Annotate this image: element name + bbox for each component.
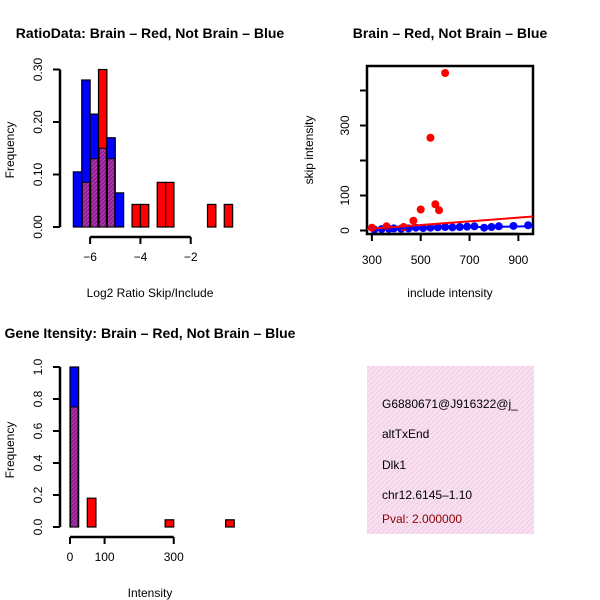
- scatter-ylabel: skip intensity: [302, 116, 316, 185]
- ratio-bar-red: [164, 181, 175, 228]
- ratio-histogram-ylabel: Frequency: [3, 122, 17, 179]
- scatter-point-red: [409, 216, 418, 225]
- info-panel-background: [367, 366, 534, 534]
- gene-histogram-xlabel: Intensity: [128, 586, 173, 600]
- ratio-bar-red: [131, 203, 142, 228]
- ratio-bar-overlap: [90, 158, 99, 228]
- gene-y-tick-label: 0.0: [31, 518, 45, 535]
- scatter-fit-line-blue: [366, 225, 534, 230]
- ratio-bar-blue: [114, 192, 125, 228]
- ratio-bar-overlap: [98, 147, 107, 228]
- gene-y-tick-label: 1.0: [31, 358, 45, 375]
- ratio-y-tick-label: 0.30: [31, 57, 45, 81]
- gene-histogram-title: Gene Itensity: Brain – Red, Not Brain – …: [5, 325, 296, 341]
- info-panel: G6880671@J916322@j_ altTxEnd Dlk1 chr12.…: [367, 366, 534, 534]
- ratio-bar-red: [223, 203, 234, 228]
- scatter-fit-line-red: [366, 215, 534, 231]
- gene-y-tick-label: 0.2: [31, 486, 45, 503]
- ratio-x-tick-label: −4: [134, 250, 148, 264]
- gene-bar-red: [86, 497, 97, 528]
- scatter-marks: [366, 69, 534, 234]
- info-event-id: G6880671@J916322@j_: [382, 397, 518, 411]
- info-locus: chr12.6145–1.10: [382, 488, 472, 502]
- scatter-plot-box: [365, 64, 535, 236]
- ratio-x-tick-label: −2: [184, 250, 198, 264]
- gene-histogram-axes: 0 100 300 0.0 0.2 0.4 0.6 0.8 1.0: [31, 358, 184, 564]
- scatter-point-red: [416, 205, 425, 214]
- ratio-bar-red: [156, 181, 167, 228]
- scatter-x-tick-label: 700: [460, 253, 480, 267]
- info-event-type: altTxEnd: [382, 427, 429, 441]
- gene-bar-red: [164, 519, 175, 528]
- gene-y-tick-label: 0.4: [31, 454, 45, 471]
- gene-histogram-ylabel: Frequency: [3, 422, 17, 479]
- info-gene-name: Dlk1: [382, 458, 406, 472]
- intensity-scatter: Brain – Red, Not Brain – Blue 300 500 700 9…: [302, 25, 547, 300]
- gene-y-tick-label: 0.6: [31, 422, 45, 439]
- gene-x-tick-label: 100: [95, 550, 115, 564]
- gene-bar-overlap: [70, 406, 79, 528]
- ratio-bar-overlap: [81, 181, 91, 228]
- scatter-x-tick-label: 300: [362, 253, 382, 267]
- scatter-y-tick-label: 100: [338, 185, 352, 205]
- scatter-x-tick-label: 500: [411, 253, 431, 267]
- ratio-bar-red: [139, 203, 150, 228]
- scatter-x-tick-label: 900: [508, 253, 528, 267]
- ratio-histogram: RatioData: Brain – Red, Not Brain – Blue…: [3, 25, 284, 300]
- gene-x-tick-label: 300: [164, 550, 184, 564]
- scatter-point-red: [441, 69, 450, 77]
- ratio-x-tick-label: −6: [83, 250, 97, 264]
- gene-bar-red: [225, 519, 235, 528]
- scatter-xlabel: include intensity: [407, 286, 492, 300]
- scatter-point-red: [431, 200, 440, 209]
- scatter-point-blue: [524, 221, 533, 230]
- ratio-histogram-xlabel: Log2 Ratio Skip/Include: [87, 286, 214, 300]
- scatter-y-tick-label: 300: [338, 115, 352, 135]
- ratio-histogram-axes: −6 −4 −2 0.00 0.10 0.20 0.30: [31, 57, 198, 264]
- gene-y-tick-label: 0.8: [31, 390, 45, 407]
- scatter-title: Brain – Red, Not Brain – Blue: [353, 25, 548, 41]
- gene-histogram-bars: [69, 366, 235, 528]
- scatter-point-red: [435, 206, 444, 215]
- ratio-histogram-title: RatioData: Brain – Red, Not Brain – Blue: [16, 25, 285, 41]
- ratio-histogram-bars: [72, 68, 234, 228]
- scatter-axes: 300 500 700 900 0 100 300: [338, 89, 529, 267]
- scatter-y-tick-label: 0: [338, 227, 352, 234]
- gene-x-tick-label: 0: [67, 550, 74, 564]
- gene-intensity-histogram: Gene Itensity: Brain – Red, Not Brain – …: [3, 325, 296, 600]
- ratio-y-tick-label: 0.20: [31, 110, 45, 134]
- info-pval: Pval: 2.000000: [382, 512, 462, 526]
- ratio-bar-blue: [72, 171, 83, 228]
- ratio-bar-red: [206, 203, 217, 228]
- ratio-y-tick-label: 0.00: [31, 215, 45, 239]
- ratio-bar-overlap: [106, 158, 116, 228]
- scatter-point-red: [426, 133, 435, 142]
- ratio-y-tick-label: 0.10: [31, 162, 45, 186]
